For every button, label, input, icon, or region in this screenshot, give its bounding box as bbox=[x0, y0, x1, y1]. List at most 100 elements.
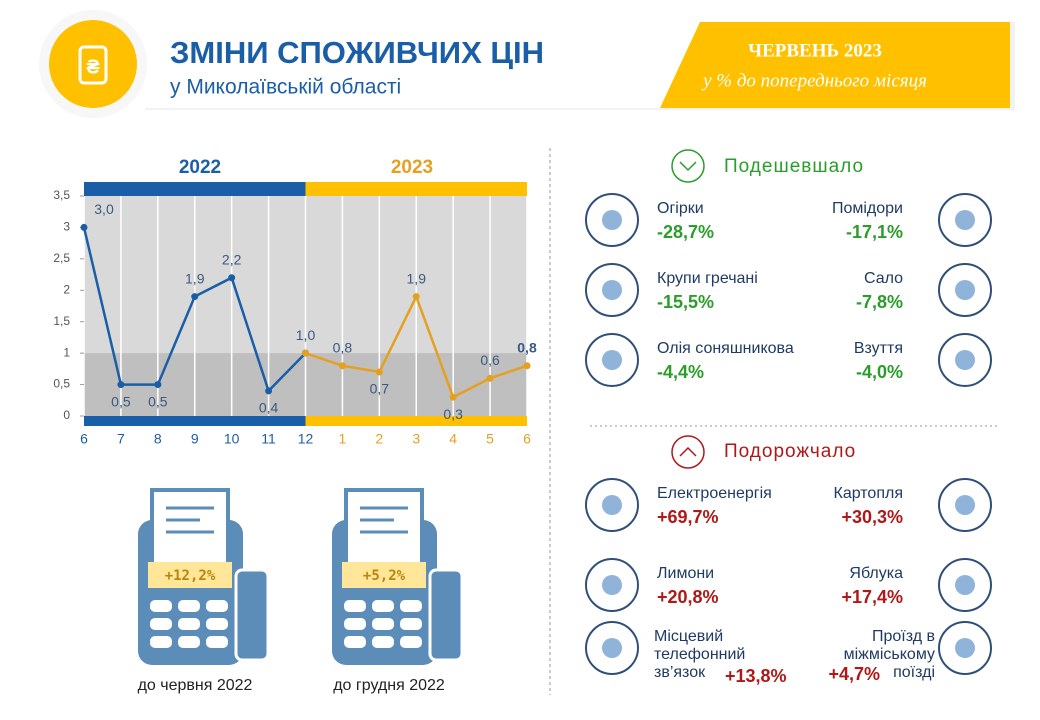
key bbox=[400, 618, 422, 630]
key bbox=[344, 618, 366, 630]
year-label: 2023 bbox=[391, 157, 433, 178]
item-icon bbox=[938, 621, 992, 675]
x-tick-label: 1 bbox=[339, 431, 347, 447]
key bbox=[400, 636, 422, 648]
item-name: Сало bbox=[863, 270, 903, 287]
y-tick-label: 2,5 bbox=[53, 251, 70, 265]
year-bar bbox=[84, 182, 306, 196]
down-icon bbox=[671, 149, 705, 183]
item-change: -4,0% bbox=[855, 362, 903, 382]
value-label: 1,0 bbox=[296, 327, 316, 343]
value-label: 0,6 bbox=[480, 352, 500, 368]
key bbox=[178, 600, 200, 612]
item-change: +13,8% bbox=[725, 666, 787, 686]
value-label: 0,4 bbox=[259, 400, 279, 416]
x-tick-label: 5 bbox=[486, 431, 494, 447]
item-icon-accent bbox=[955, 575, 975, 595]
point bbox=[80, 223, 88, 231]
item-icon-accent bbox=[602, 350, 622, 370]
item-change: -17,1% bbox=[845, 222, 903, 242]
item-icon bbox=[585, 263, 639, 317]
item-icon-accent bbox=[602, 575, 622, 595]
item-icon-accent bbox=[955, 638, 975, 658]
title: ЗМІНИ СПОЖИВЧИХ ЦІН bbox=[170, 35, 544, 70]
x-tick-label: 6 bbox=[523, 431, 531, 447]
item-icon-accent bbox=[602, 280, 622, 300]
item-change: -7,8% bbox=[855, 292, 903, 312]
banner-white bbox=[145, 22, 700, 108]
y-tick-label: 0,5 bbox=[53, 377, 70, 391]
item-icon bbox=[938, 193, 992, 247]
item-name: Картопля bbox=[833, 485, 903, 502]
value-label: 3,0 bbox=[94, 201, 114, 217]
key bbox=[372, 636, 394, 648]
year-label: 2022 bbox=[179, 157, 221, 178]
value-label: 1,9 bbox=[407, 270, 427, 286]
item-change: -4,4% bbox=[657, 362, 705, 382]
year-bar bbox=[305, 416, 527, 426]
value-label: 0,3 bbox=[443, 406, 463, 422]
point bbox=[154, 381, 162, 389]
key bbox=[372, 600, 394, 612]
point bbox=[302, 349, 309, 357]
cheaper-title: Подешевшало bbox=[724, 156, 864, 177]
logo bbox=[49, 20, 137, 108]
receipt-label: до грудня 2022 bbox=[333, 677, 445, 694]
key bbox=[150, 600, 172, 612]
pricier-title: Подорожчало bbox=[724, 441, 856, 462]
item-icon bbox=[585, 478, 639, 532]
point bbox=[228, 274, 236, 282]
down-icon bbox=[679, 161, 697, 172]
item-icon bbox=[585, 193, 639, 247]
receipt-value: +5,2% bbox=[363, 568, 406, 584]
item-icon bbox=[938, 558, 992, 612]
point bbox=[486, 374, 494, 382]
key bbox=[150, 618, 172, 630]
item-name: Яблука bbox=[849, 565, 903, 582]
y-tick-label: 0 bbox=[63, 408, 70, 422]
item-icon bbox=[938, 333, 992, 387]
item-icon-accent bbox=[602, 638, 622, 658]
key bbox=[400, 600, 422, 612]
value-box bbox=[342, 562, 426, 588]
point bbox=[117, 381, 125, 389]
receipts: +12,2% до червня 2022 +5,2% до грудня 2022 bbox=[138, 488, 464, 694]
item-icon-accent bbox=[602, 210, 622, 230]
value-box bbox=[148, 562, 232, 588]
value-label: 0,7 bbox=[370, 381, 390, 397]
point bbox=[412, 293, 420, 301]
point bbox=[191, 293, 199, 301]
year-bar bbox=[305, 182, 527, 196]
x-tick-label: 7 bbox=[117, 431, 125, 447]
terminal-card bbox=[234, 568, 270, 662]
item-name: Олія соняшникова bbox=[657, 340, 794, 357]
item-name: Огірки bbox=[657, 200, 704, 217]
note: у % до попереднього місяця bbox=[701, 70, 927, 91]
y-tick-label: 3,5 bbox=[53, 188, 70, 202]
value-label: 1,9 bbox=[185, 270, 205, 286]
point bbox=[265, 387, 273, 395]
x-tick-label: 10 bbox=[224, 431, 240, 447]
key bbox=[372, 618, 394, 630]
point bbox=[375, 368, 383, 376]
value-label: 2,2 bbox=[222, 251, 242, 267]
point bbox=[523, 362, 531, 370]
item-icon bbox=[938, 478, 992, 532]
x-tick-label: 9 bbox=[191, 431, 199, 447]
item-name: Проїзд в міжміському поїзді bbox=[843, 628, 935, 681]
key bbox=[150, 636, 172, 648]
up-icon bbox=[679, 446, 697, 457]
value-label: 0,8 bbox=[333, 339, 353, 355]
point bbox=[449, 393, 457, 401]
item-change: +69,7% bbox=[657, 507, 719, 527]
value-label: 0,5 bbox=[148, 393, 168, 409]
item-icon-accent bbox=[955, 210, 975, 230]
key bbox=[344, 600, 366, 612]
subtitle: у Миколаївській області bbox=[170, 76, 401, 99]
logo-tag bbox=[78, 45, 108, 85]
key bbox=[178, 618, 200, 630]
point bbox=[338, 362, 346, 370]
period: ЧЕРВЕНЬ 2023 bbox=[748, 40, 882, 61]
item-icon-accent bbox=[602, 495, 622, 515]
